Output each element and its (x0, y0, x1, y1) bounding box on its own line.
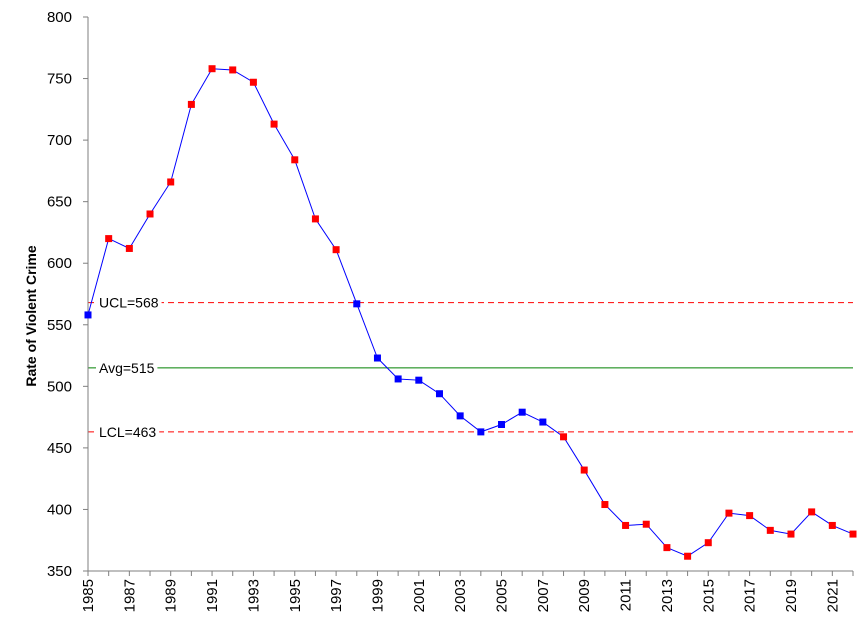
data-point (684, 552, 692, 560)
data-point (787, 530, 795, 538)
x-tick-label: 1995 (287, 579, 304, 612)
series (84, 65, 857, 560)
data-point (642, 520, 650, 528)
data-point (766, 526, 774, 534)
data-point (456, 412, 464, 420)
reference-lines: UCL=568 Avg=515 LCL=463 (88, 294, 853, 440)
data-point (560, 433, 568, 441)
reference-line-label: LCL=463 (99, 424, 156, 440)
series-line (87, 68, 854, 557)
x-tick-label: 1987 (121, 579, 138, 612)
data-point (208, 65, 216, 73)
data-point (849, 530, 857, 538)
x-tick-label: 2019 (783, 579, 800, 612)
data-point (291, 156, 299, 164)
data-point (415, 376, 423, 384)
y-tick-label: 700 (47, 132, 72, 149)
data-point (725, 509, 733, 517)
data-point (311, 215, 319, 223)
x-tick-label: 2005 (494, 579, 511, 612)
x-tick-label: 2001 (411, 579, 428, 612)
data-point (435, 390, 443, 398)
y-tick-label: 750 (47, 71, 72, 88)
data-point (146, 210, 154, 218)
y-tick-label: 350 (47, 563, 72, 580)
reference-label-background (96, 423, 160, 440)
data-point (622, 521, 630, 529)
y-tick-label: 500 (47, 378, 72, 395)
data-point (828, 521, 836, 529)
data-point (580, 466, 588, 474)
data-point (84, 311, 92, 319)
data-point (601, 501, 609, 509)
y-tick-label: 450 (47, 440, 72, 457)
data-point (704, 539, 712, 547)
data-point (187, 100, 195, 108)
y-axis-title: Rate of Violent Crime (23, 245, 39, 387)
x-tick-label: 1993 (245, 579, 262, 612)
data-point (808, 508, 816, 516)
data-point (518, 408, 526, 416)
x-tick-label: 1991 (204, 579, 221, 612)
x-tick-label: 2003 (452, 579, 469, 612)
x-tick-label: 2009 (576, 579, 593, 612)
x-tick-label: 2015 (700, 579, 717, 612)
data-point (332, 246, 340, 254)
x-tick-label: 2013 (659, 579, 676, 612)
x-tick-label: 2017 (742, 579, 759, 612)
data-point (167, 178, 175, 186)
reference-label-background (96, 359, 158, 376)
x-tick-label: 2007 (535, 579, 552, 612)
y-tick-label: 650 (47, 194, 72, 211)
axes: 350 400 450 500 550 600 650 700 750 800 1985 1987 19… (47, 9, 854, 612)
x-tick-label: 2021 (824, 579, 841, 612)
x-tick-label: 1997 (328, 579, 345, 612)
x-tick-label: 1985 (80, 579, 97, 612)
y-tick-label: 600 (47, 255, 72, 272)
data-point (498, 420, 506, 428)
data-point (125, 244, 133, 252)
data-point (229, 66, 237, 74)
data-point (477, 428, 485, 436)
reference-label-background (96, 294, 162, 311)
data-point (394, 375, 402, 383)
data-point (353, 300, 361, 308)
data-point (663, 544, 671, 552)
y-tick-label: 550 (47, 317, 72, 334)
reference-line-label: Avg=515 (99, 360, 155, 376)
data-point (373, 354, 381, 362)
x-tick-label: 2011 (618, 579, 635, 611)
y-tick-label: 400 (47, 501, 72, 518)
x-tick-label: 1999 (369, 579, 386, 612)
data-point (249, 78, 257, 86)
data-point (270, 120, 278, 128)
data-point (746, 512, 754, 520)
x-tick-label: 1989 (163, 579, 180, 612)
y-tick-label: 800 (47, 9, 72, 26)
data-point (105, 235, 113, 243)
data-point (539, 418, 547, 426)
reference-line-label: UCL=568 (99, 295, 159, 311)
